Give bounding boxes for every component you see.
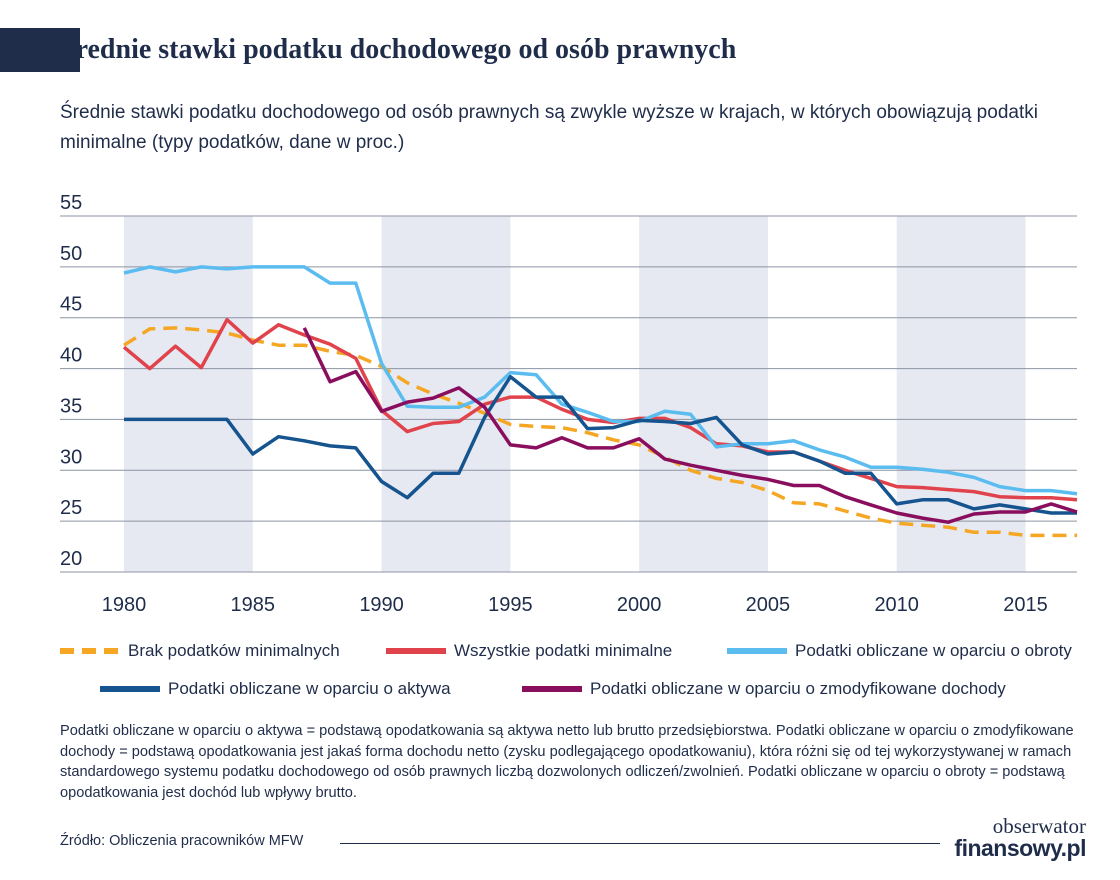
x-tick-label-2015: 2015 <box>1003 594 1048 616</box>
y-tick-label-20: 20 <box>60 548 82 570</box>
legend-item-obroty: Podatki obliczane w oparciu o obroty <box>727 641 1072 661</box>
publisher-logo: obserwator finansowy.pl <box>946 814 1086 861</box>
shaded-period-0 <box>124 216 253 572</box>
y-tick-label-40: 40 <box>60 345 82 367</box>
series-line-0 <box>123 326 1077 538</box>
x-tick-label-1980: 1980 <box>102 594 147 616</box>
legend-swatch-wszystkie <box>386 648 446 654</box>
x-tick-label-2000: 2000 <box>617 594 662 616</box>
x-tick-label-1985: 1985 <box>231 594 276 616</box>
logo-line-2: finansowy.pl <box>954 835 1086 861</box>
y-tick-label-55: 55 <box>60 192 82 214</box>
legend-item-wszystkie: Wszystkie podatki minimalne <box>386 641 672 661</box>
series-line-2 <box>123 265 1078 496</box>
source-note: Źródło: Obliczenia pracowników MFW <box>60 833 304 849</box>
chart-title: Średnie stawki podatku dochodowego od os… <box>60 34 737 65</box>
x-tick-label-2010: 2010 <box>874 594 919 616</box>
chart-subtitle: Średnie stawki podatku dochodowego od os… <box>60 102 1038 153</box>
y-tick-label-50: 50 <box>60 243 82 265</box>
legend-item-aktywa: Podatki obliczane w oparciu o aktywa <box>100 679 451 699</box>
logo-line-1: obserwator <box>992 814 1086 838</box>
legend-label-wszystkie: Wszystkie podatki minimalne <box>454 641 673 660</box>
legend-swatch-brak <box>60 648 120 654</box>
series-line-4 <box>302 327 1078 524</box>
legend-label-zmodyfikowane: Podatki obliczane w oparciu o zmodyfikow… <box>590 679 1006 698</box>
legend-item-brak: Brak podatków minimalnych <box>60 641 340 661</box>
title-accent-bar <box>0 28 80 72</box>
source-divider <box>340 843 940 844</box>
y-tick-label-45: 45 <box>60 294 82 316</box>
legend-label-brak: Brak podatków minimalnych <box>128 641 340 660</box>
footnote: Podatki obliczane w oparciu o aktywa = p… <box>60 723 1074 801</box>
y-tick-label-35: 35 <box>60 395 82 417</box>
x-tick-label-1995: 1995 <box>488 594 533 616</box>
legend-swatch-aktywa <box>100 686 160 692</box>
shaded-period-2 <box>639 216 768 572</box>
legend-item-zmodyfikowane: Podatki obliczane w oparciu o zmodyfikow… <box>522 679 1006 699</box>
legend-label-obroty: Podatki obliczane w oparciu o obroty <box>795 641 1072 660</box>
legend-swatch-zmodyfikowane <box>522 686 582 692</box>
legend-label-aktywa: Podatki obliczane w oparciu o aktywa <box>168 679 451 698</box>
legend-swatch-obroty <box>727 648 787 654</box>
series-line-1 <box>122 317 1078 502</box>
x-tick-label-1990: 1990 <box>359 594 404 616</box>
x-tick-label-2005: 2005 <box>746 594 791 616</box>
y-tick-label-25: 25 <box>60 497 82 519</box>
y-tick-label-30: 30 <box>60 446 82 468</box>
series-line-3 <box>124 374 1077 515</box>
